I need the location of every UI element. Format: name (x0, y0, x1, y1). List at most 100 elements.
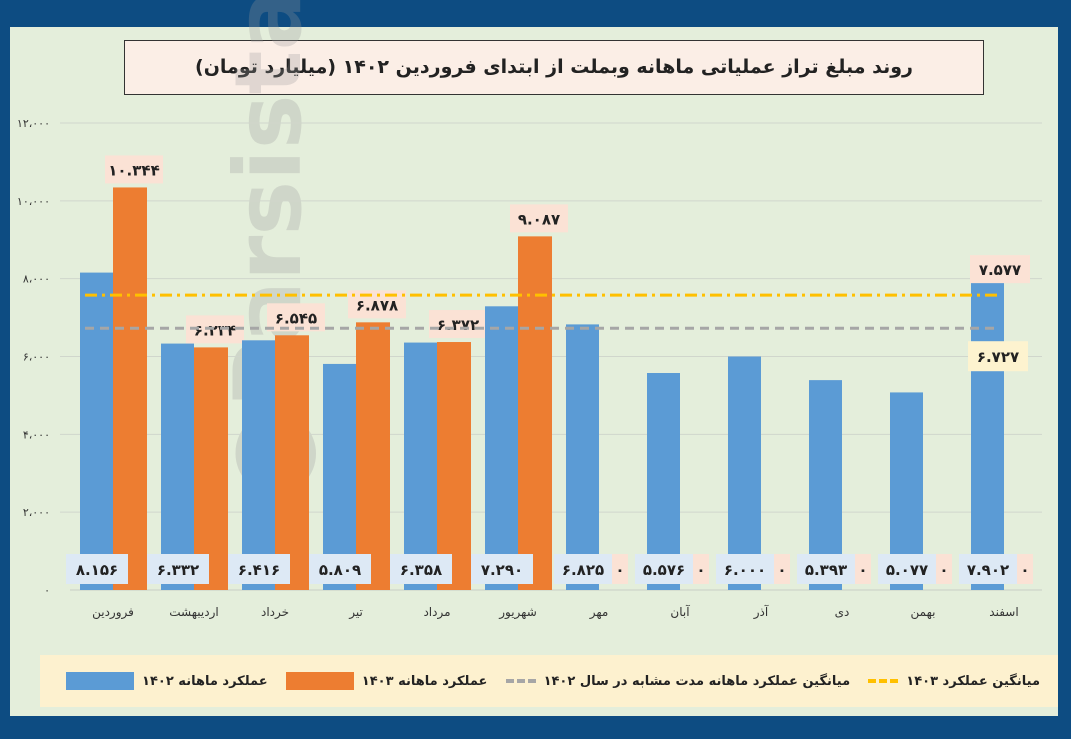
data-label-bg (693, 554, 709, 584)
y-tick-label: ۰ (44, 584, 50, 597)
data-label-bg (716, 554, 774, 584)
data-label-1402: ۶.۳۵۸ (400, 561, 442, 579)
avg-label-bg (968, 341, 1028, 372)
legend-swatch (285, 672, 354, 690)
data-label-1402: ۶.۸۲۵ (562, 561, 604, 579)
bar-1402 (728, 356, 761, 590)
data-label-bg (878, 554, 936, 584)
x-tick-label: مهر (589, 605, 609, 620)
data-label-1403: ۹.۰۸۷ (518, 210, 560, 228)
legend: میانگین عملکرد ۱۴۰۳ میانگین عملکرد ماهان… (40, 655, 1058, 707)
data-label-1403: ۶.۲۳۴ (194, 321, 236, 339)
data-label-1402: ۵.۰۷۷ (886, 561, 928, 579)
y-tick-label: ۱۰،۰۰۰ (17, 195, 50, 208)
x-tick-label: تیر (348, 605, 363, 620)
data-label-bg (105, 155, 163, 184)
data-label-bg (797, 554, 855, 584)
data-label-1403: ۰ (777, 561, 786, 579)
x-tick-label: اسفند (989, 605, 1018, 619)
x-tick-label: خرداد (261, 605, 289, 620)
data-label-bg (936, 554, 952, 584)
data-label-bg (1017, 554, 1033, 584)
data-label-1403: ۰ (939, 561, 948, 579)
data-label-1402: ۵.۵۷۶ (643, 561, 685, 579)
bar-1403 (437, 342, 471, 590)
bar-1403 (194, 347, 228, 590)
data-label-1402: ۶.۴۱۶ (238, 561, 280, 579)
x-tick-label: مرداد (423, 605, 450, 620)
data-label-bg (635, 554, 693, 584)
data-label-1403: ۶.۳۷۲ (437, 316, 479, 334)
bar-1402 (80, 272, 113, 590)
bar-1402 (566, 324, 599, 590)
bar-1403 (356, 322, 390, 590)
data-label-1402: ۶.۰۰۰ (724, 561, 766, 579)
data-label-1403: ۱۰.۳۴۴ (108, 161, 159, 179)
data-label-bg (228, 554, 290, 584)
data-label-bg (471, 554, 533, 584)
data-label-1403: ۰ (615, 561, 624, 579)
x-tick-label: آبان (670, 604, 690, 619)
legend-item-avg-1402: میانگین عملکرد ماهانه مدت مشابه در سال ۱… (505, 673, 851, 689)
legend-swatch (66, 672, 135, 690)
data-label-1402: ۷.۲۹۰ (481, 561, 523, 579)
x-tick-label: بهمن (911, 605, 936, 620)
y-tick-label: ۶،۰۰۰ (23, 351, 50, 364)
bar-1402 (242, 340, 275, 590)
bar-1402 (971, 282, 1004, 590)
data-label-1402: ۶.۳۳۲ (157, 561, 199, 579)
legend-item-avg-1403: میانگین عملکرد ۱۴۰۳ (868, 674, 1040, 689)
data-label-bg (855, 554, 871, 584)
data-label-bg (390, 554, 452, 584)
bar-1403 (275, 335, 309, 590)
y-tick-label: ۴،۰۰۰ (23, 428, 50, 441)
legend-swatch (868, 679, 899, 683)
y-tick-label: ۸،۰۰۰ (23, 273, 50, 286)
data-label-1402: ۵.۸۰۹ (319, 561, 361, 579)
legend-label: عملکرد ماهانه ۱۴۰۳ (361, 673, 488, 689)
x-tick-label: اردیبهشت (169, 605, 218, 620)
avg-label-1402: ۶.۷۲۷ (977, 348, 1019, 366)
legend-item-1402: عملکرد ماهانه ۱۴۰۲ (66, 672, 268, 690)
data-label-bg (774, 554, 790, 584)
chart-title: روند مبلغ تراز عملیاتی ماهانه وبملت از ا… (124, 40, 984, 95)
legend-label: میانگین عملکرد ۱۴۰۳ (906, 673, 1040, 689)
legend-label: عملکرد ماهانه ۱۴۰۲ (142, 673, 268, 689)
bar-1403 (113, 187, 147, 591)
data-label-bg (66, 554, 128, 584)
data-label-bg (612, 554, 628, 584)
data-label-bg (267, 303, 325, 332)
data-label-1403: ۶.۵۴۵ (275, 309, 317, 327)
bar-1402 (161, 343, 194, 590)
data-label-1403: ۰ (1020, 561, 1029, 579)
x-tick-label: آذر (753, 604, 769, 620)
data-label-1402: ۷.۹۰۲ (967, 561, 1009, 579)
data-label-bg (554, 554, 612, 584)
bar-1402 (647, 373, 680, 590)
data-label-1402: ۵.۳۹۳ (805, 561, 847, 579)
data-label-bg (147, 554, 209, 584)
bar-1402 (404, 342, 437, 590)
data-label-1403: ۰ (858, 561, 867, 579)
data-label-1403: ۶.۸۷۸ (356, 296, 398, 314)
avg-label-bg (970, 255, 1030, 284)
bar-1403 (518, 236, 552, 590)
x-tick-label: دی (835, 605, 850, 619)
x-tick-label: شهریور (498, 605, 537, 620)
bar-1402 (323, 363, 356, 590)
data-label-bg (510, 204, 568, 233)
x-tick-label: فروردین (92, 605, 134, 620)
data-label-bg (429, 310, 487, 339)
avg-label-1403: ۷.۵۷۷ (979, 261, 1021, 279)
data-label-1403: ۰ (696, 561, 705, 579)
y-tick-label: ۱۲،۰۰۰ (17, 117, 50, 130)
y-tick-label: ۲،۰۰۰ (23, 506, 50, 519)
data-label-1402: ۸.۱۵۶ (76, 561, 118, 579)
legend-item-1403: عملکرد ماهانه ۱۴۰۳ (285, 672, 488, 690)
data-label-bg (309, 554, 371, 584)
legend-swatch (505, 679, 536, 683)
data-label-bg (959, 554, 1017, 584)
bar-1402 (485, 306, 518, 590)
legend-label: میانگین عملکرد ماهانه مدت مشابه در سال ۱… (543, 673, 851, 689)
